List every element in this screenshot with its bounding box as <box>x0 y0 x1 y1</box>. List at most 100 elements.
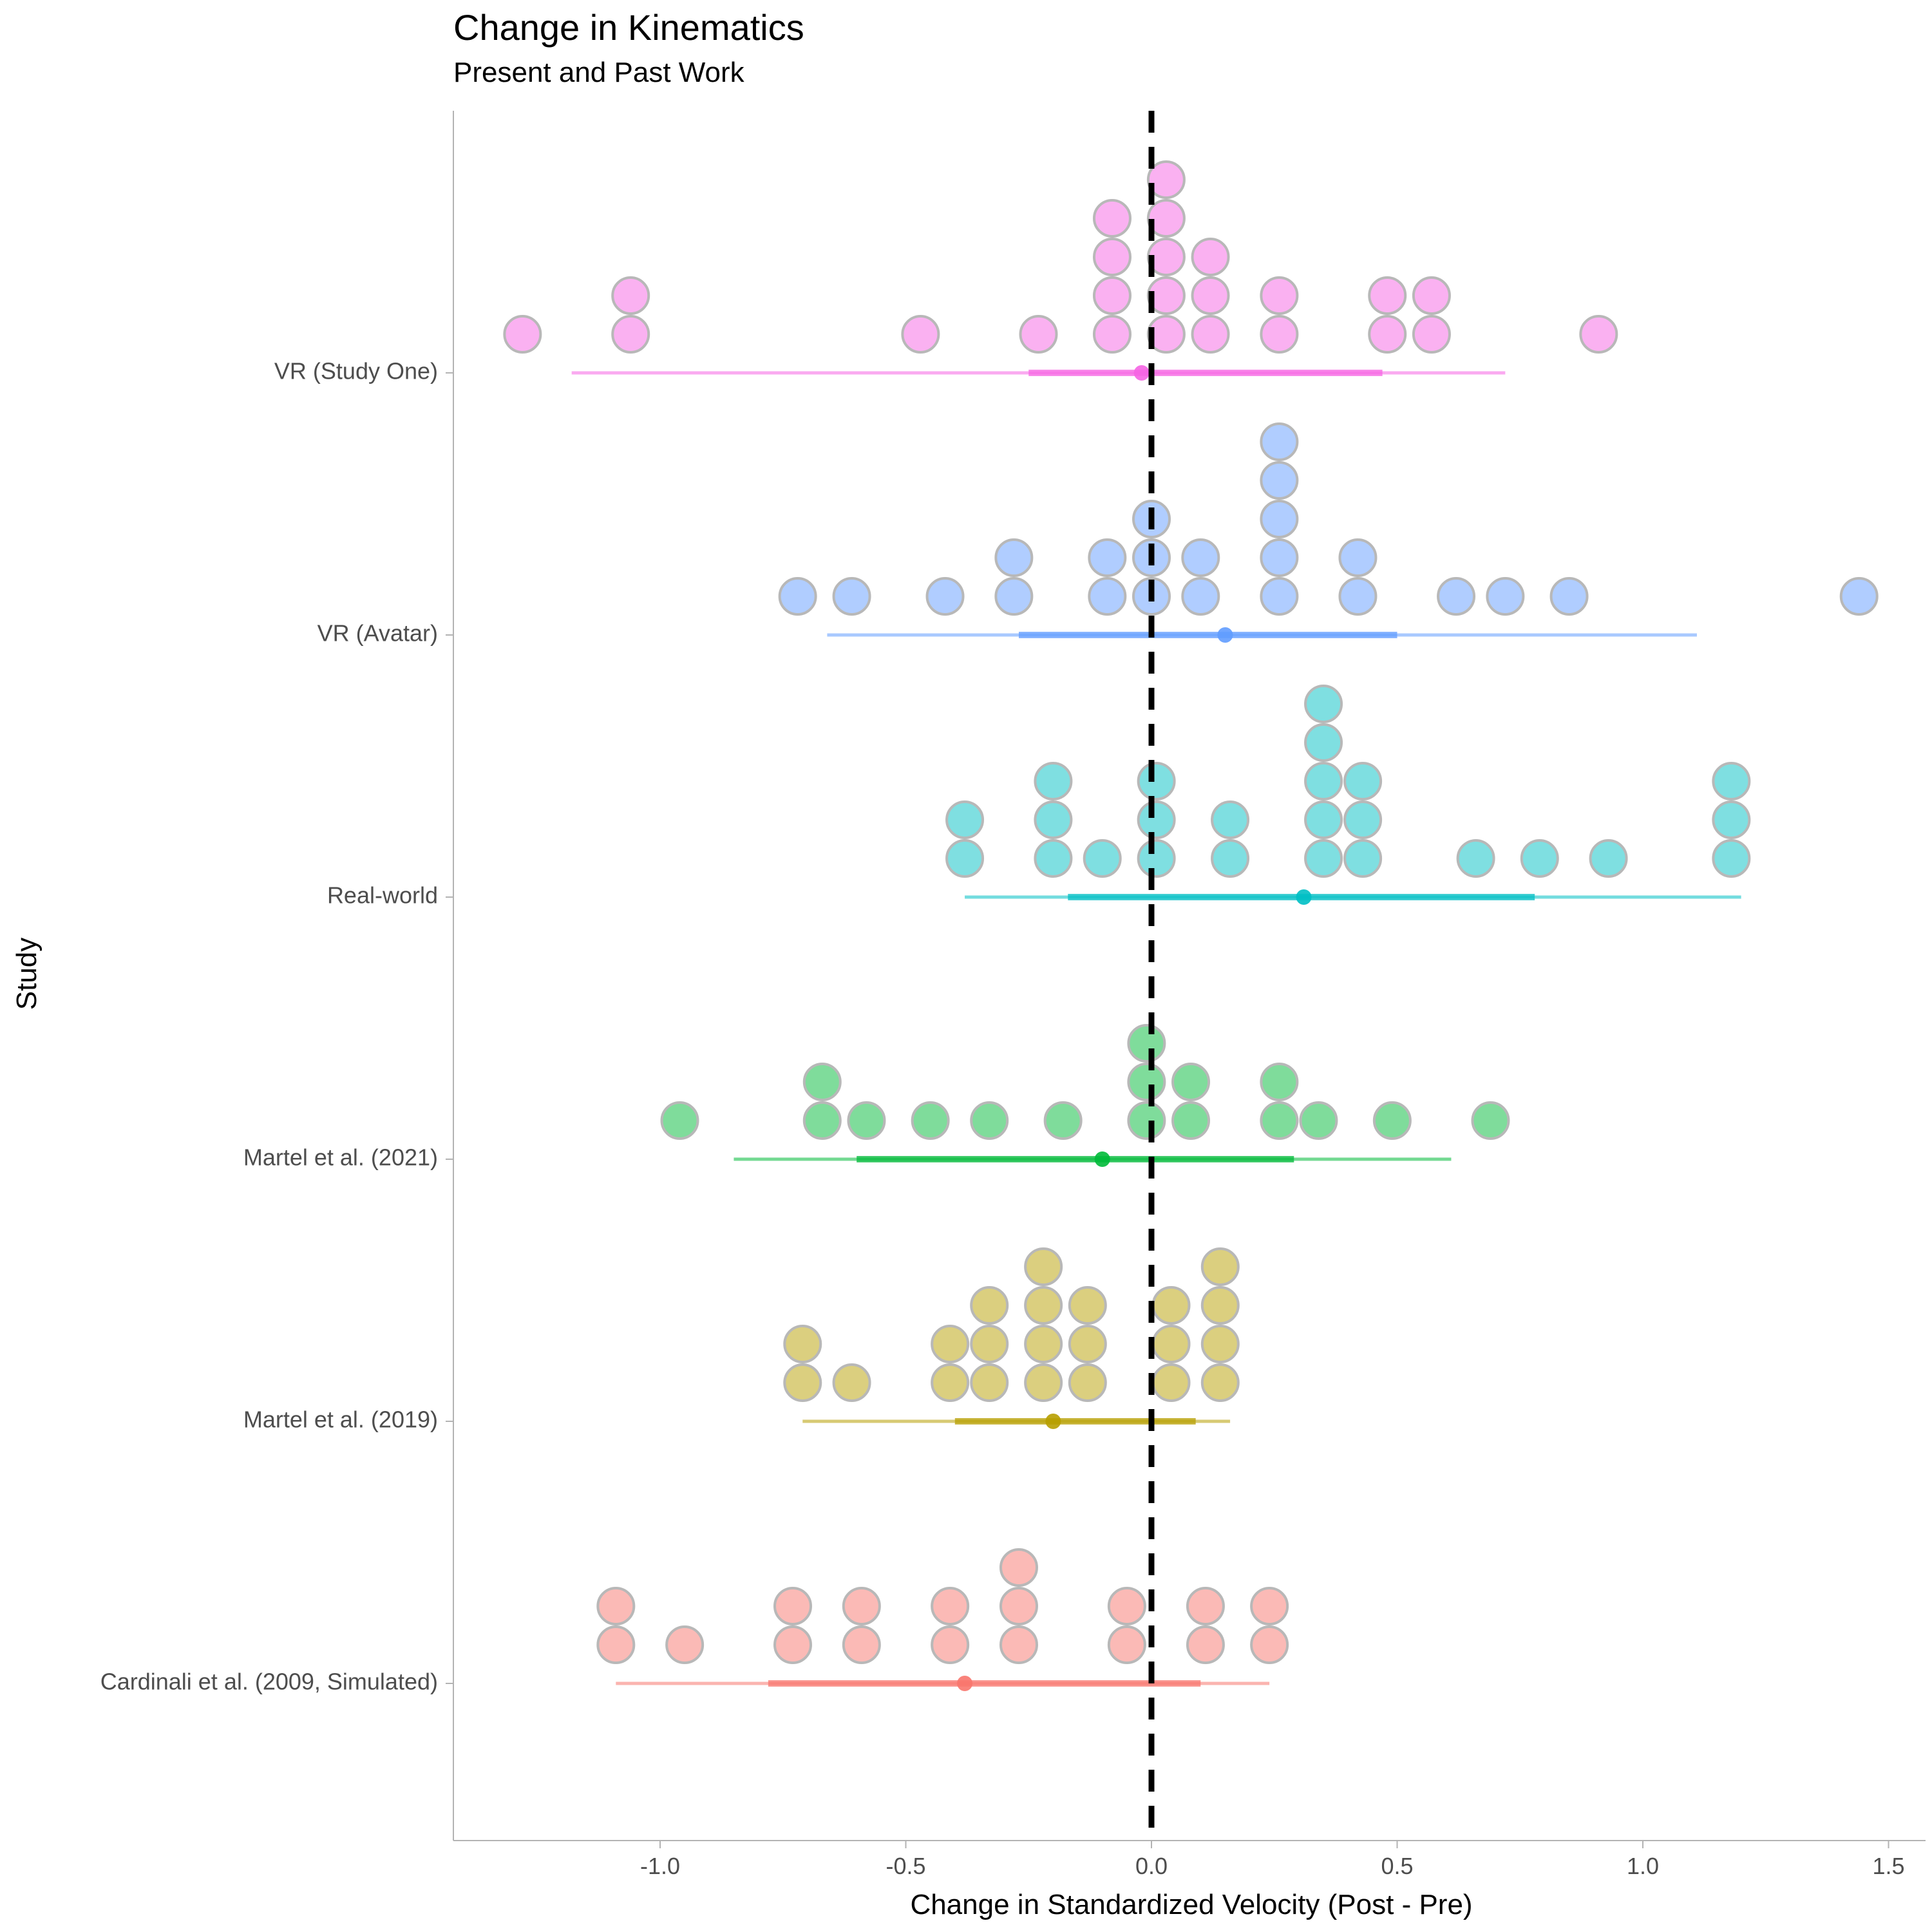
data-point <box>1372 1101 1412 1140</box>
data-point <box>994 577 1034 616</box>
data-point <box>1200 1247 1240 1286</box>
data-point <box>802 1101 842 1140</box>
data-point <box>1549 577 1589 616</box>
data-point <box>1146 315 1186 354</box>
data-point <box>1338 577 1378 616</box>
data-point <box>596 1587 636 1625</box>
data-point <box>1211 839 1250 878</box>
data-point <box>1068 1363 1107 1402</box>
data-point <box>1088 577 1127 616</box>
data-point <box>783 1325 822 1363</box>
data-point <box>1034 839 1073 878</box>
data-point <box>931 1325 970 1363</box>
data-point <box>1368 276 1407 315</box>
data-point <box>1191 315 1230 354</box>
data-point <box>1043 1101 1083 1140</box>
data-point <box>970 1286 1009 1325</box>
data-point <box>1200 1363 1240 1402</box>
y-tick-label: Martel et al. (2019) <box>243 1406 438 1433</box>
data-point <box>1338 538 1378 577</box>
data-point <box>611 315 650 354</box>
data-point <box>1260 461 1299 500</box>
data-point <box>1068 1286 1107 1325</box>
data-point <box>1186 1625 1225 1664</box>
data-point <box>1304 685 1343 723</box>
data-point <box>1092 238 1132 276</box>
data-point <box>1211 800 1250 839</box>
data-point <box>1127 1063 1166 1101</box>
data-point <box>847 1101 886 1140</box>
data-point <box>1250 1625 1289 1664</box>
data-point <box>1412 276 1451 315</box>
y-axis-title: Study <box>11 938 43 1010</box>
data-point <box>1034 762 1073 800</box>
data-point <box>665 1625 705 1664</box>
data-point <box>1304 800 1343 839</box>
data-point <box>1092 276 1132 315</box>
data-point <box>1200 1325 1240 1363</box>
data-point <box>503 315 542 354</box>
data-point <box>1024 1286 1063 1325</box>
data-point <box>773 1625 813 1664</box>
mean-point <box>1217 627 1233 643</box>
data-point <box>931 1587 970 1625</box>
data-point <box>999 1548 1038 1587</box>
data-point <box>970 1325 1009 1363</box>
data-point <box>1092 315 1132 354</box>
data-point <box>596 1625 636 1664</box>
y-tick-label: VR (Avatar) <box>317 620 438 647</box>
data-point <box>1456 839 1495 878</box>
data-point <box>1200 1286 1240 1325</box>
data-point <box>945 800 985 839</box>
data-point <box>925 577 965 616</box>
data-point <box>778 577 817 616</box>
data-point <box>999 1587 1038 1625</box>
data-point <box>1137 839 1176 878</box>
data-point <box>1024 1363 1063 1402</box>
y-tick-label: Cardinali et al. (2009, Simulated) <box>100 1669 438 1695</box>
y-tick-label: Real-world <box>327 882 438 909</box>
dot-layer <box>503 160 1879 1664</box>
data-point <box>660 1101 699 1140</box>
data-point <box>1486 577 1525 616</box>
data-point <box>1343 800 1383 839</box>
data-point <box>970 1363 1009 1402</box>
data-point <box>1520 839 1559 878</box>
data-point <box>1181 538 1220 577</box>
data-point <box>832 577 871 616</box>
data-point <box>1024 1247 1063 1286</box>
data-point <box>842 1587 881 1625</box>
mean-point <box>1133 365 1150 381</box>
data-point <box>1368 315 1407 354</box>
data-point <box>842 1625 881 1664</box>
data-point <box>1107 1587 1146 1625</box>
data-point <box>1260 1063 1299 1101</box>
data-point <box>1260 422 1299 461</box>
data-point <box>1712 839 1751 878</box>
data-point <box>931 1363 970 1402</box>
data-point <box>1579 315 1618 354</box>
data-point <box>1712 762 1751 800</box>
data-point <box>1304 839 1343 878</box>
mean-point <box>1094 1151 1110 1167</box>
y-tick-label: Martel et al. (2021) <box>243 1144 438 1171</box>
x-tick-label: -1.0 <box>640 1853 680 1879</box>
chart-subtitle: Present and Past Work <box>453 57 744 88</box>
data-point <box>1304 723 1343 762</box>
data-point <box>1589 839 1628 878</box>
data-point <box>1260 500 1299 538</box>
data-point <box>1107 1625 1146 1664</box>
data-point <box>1181 577 1220 616</box>
interval-layer <box>571 365 1741 1691</box>
data-point <box>1304 762 1343 800</box>
data-point <box>1186 1587 1225 1625</box>
data-point <box>1088 538 1127 577</box>
y-tick-label: VR (Study One) <box>274 358 438 384</box>
mean-point <box>1045 1414 1061 1429</box>
data-point <box>1260 577 1299 616</box>
data-point <box>1019 315 1058 354</box>
data-point <box>1437 577 1476 616</box>
axes-layer: -1.0 -0.5 0.0 0.5 1.0 1.5 Cardinali et al. (20… <box>100 111 1926 1879</box>
data-point <box>1299 1101 1338 1140</box>
